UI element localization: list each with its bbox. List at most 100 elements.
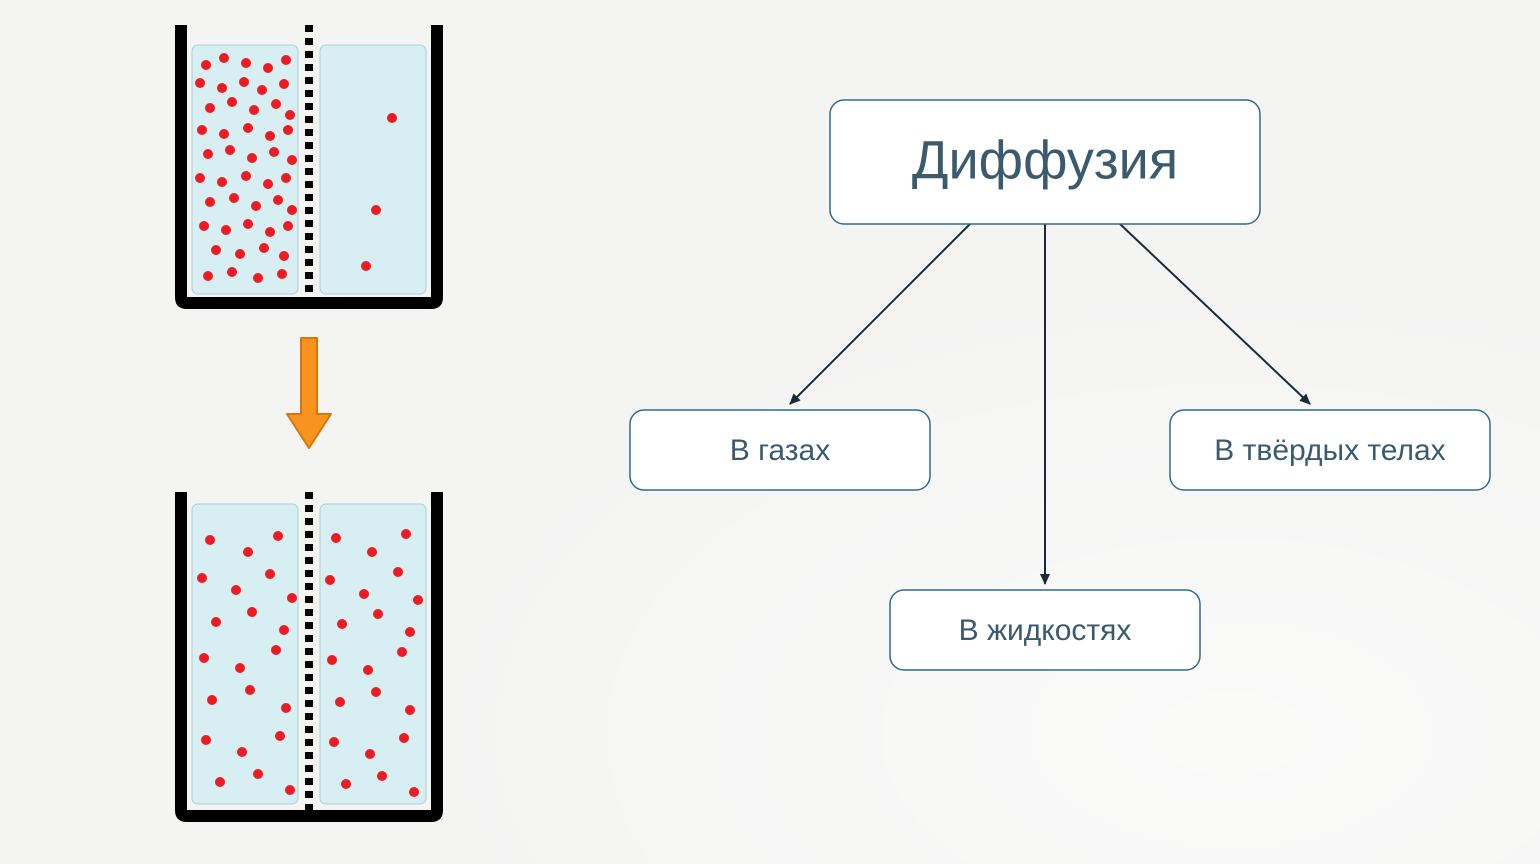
beaker-after-particle: [287, 593, 297, 603]
beaker-before-membrane-dash: [305, 207, 313, 214]
beaker-before-membrane-dash: [305, 233, 313, 240]
beaker-after-membrane-dash: [305, 544, 313, 551]
beaker-after-membrane-dash: [305, 674, 313, 681]
beaker-before-particle: [269, 147, 279, 157]
beaker-after-membrane-dash: [305, 804, 313, 811]
beaker-after-membrane-dash: [305, 518, 313, 525]
beaker-before-particle: [239, 77, 249, 87]
beaker-after-particle: [337, 619, 347, 629]
beaker-after-membrane-dash: [305, 609, 313, 616]
beaker-before-membrane-dash: [305, 220, 313, 227]
beaker-after-membrane-dash: [305, 505, 313, 512]
beaker-before-particle: [221, 225, 231, 235]
beaker-after-membrane-dash: [305, 622, 313, 629]
beaker-before-particle: [247, 153, 257, 163]
beaker-before-particle: [219, 53, 229, 63]
beaker-before-membrane-dash: [305, 155, 313, 162]
beaker-after-particle: [273, 531, 283, 541]
tree-root-label: Диффузия: [912, 130, 1178, 190]
beaker-after-particle: [401, 529, 411, 539]
beaker-after-particle: [207, 695, 217, 705]
beaker-after-particle: [237, 747, 247, 757]
beaker-before-particle: [285, 110, 295, 120]
beaker-after-particle: [325, 575, 335, 585]
beaker-after-particle: [247, 607, 257, 617]
beaker-before-particle: [257, 85, 267, 95]
beaker-after-particle: [359, 589, 369, 599]
beaker-before-particle: [241, 58, 251, 68]
beaker-before-particle: [205, 197, 215, 207]
beaker-before-particle: [211, 245, 221, 255]
beaker-before-particle: [251, 201, 261, 211]
beaker-after-particle: [341, 779, 351, 789]
beaker-before-particle: [195, 78, 205, 88]
beaker-before-membrane-dash: [305, 64, 313, 71]
beaker-after-particle: [393, 567, 403, 577]
beaker-after-particle: [363, 665, 373, 675]
beaker-before-particle: [265, 131, 275, 141]
beaker-after-particle: [211, 617, 221, 627]
beaker-after-particle: [405, 705, 415, 715]
beaker-before-membrane-dash: [305, 246, 313, 253]
beaker-before-membrane-dash: [305, 142, 313, 149]
tree-child-2-label: В твёрдых телах: [1214, 434, 1445, 467]
beaker-before-particle: [241, 171, 251, 181]
beaker-before-particle: [273, 195, 283, 205]
beaker-after-membrane-dash: [305, 687, 313, 694]
beaker-after-particle: [331, 533, 341, 543]
beaker-after-membrane-dash: [305, 596, 313, 603]
beaker-after-membrane-dash: [305, 726, 313, 733]
beaker-before-membrane-dash: [305, 116, 313, 123]
beaker-after-membrane-dash: [305, 570, 313, 577]
beaker-after-membrane-dash: [305, 531, 313, 538]
beaker-after-membrane-dash: [305, 583, 313, 590]
beaker-after-membrane-dash: [305, 739, 313, 746]
beaker-before-membrane-dash: [305, 25, 313, 32]
beaker-before-particle: [287, 205, 297, 215]
beaker-before-membrane-dash: [305, 168, 313, 175]
beaker-after-particle: [335, 697, 345, 707]
beaker-before-particle: [277, 269, 287, 279]
beaker-before-particle: [287, 155, 297, 165]
beaker-after-particle: [215, 777, 225, 787]
beaker-after-particle: [243, 547, 253, 557]
beaker-before-particle: [259, 243, 269, 253]
beaker-after-membrane-dash: [305, 713, 313, 720]
beaker-after-particle: [197, 573, 207, 583]
beaker-after-membrane-dash: [305, 635, 313, 642]
beaker-after-particle: [253, 769, 263, 779]
beaker-before-particle: [361, 261, 371, 271]
beaker-after-particle: [371, 687, 381, 697]
beaker-after-membrane-dash: [305, 492, 313, 499]
beaker-after-particle: [231, 585, 241, 595]
beaker-before-particle: [217, 83, 227, 93]
beaker-before-particle: [387, 113, 397, 123]
beaker-after-membrane-dash: [305, 557, 313, 564]
beaker-before-particle: [271, 99, 281, 109]
beaker-after-membrane-dash: [305, 648, 313, 655]
beaker-before-particle: [279, 251, 289, 261]
beaker-before-particle: [225, 145, 235, 155]
beaker-after-particle: [413, 595, 423, 605]
beaker-after-particle: [265, 569, 275, 579]
beaker-after-particle: [409, 787, 419, 797]
tree-child-1-label: В жидкостях: [959, 614, 1132, 647]
beaker-before-particle: [281, 55, 291, 65]
beaker-after-particle: [199, 653, 209, 663]
beaker-before-particle: [229, 193, 239, 203]
beaker-before-membrane-dash: [305, 103, 313, 110]
beaker-after-particle: [397, 647, 407, 657]
beaker-before-particle: [197, 125, 207, 135]
beaker-after-particle: [285, 785, 295, 795]
beaker-before-particle: [263, 63, 273, 73]
beaker-before-membrane-dash: [305, 285, 313, 292]
beaker-before-membrane-dash: [305, 51, 313, 58]
beaker-before-particle: [279, 79, 289, 89]
beaker-after-membrane-dash: [305, 752, 313, 759]
beaker-before-particle: [199, 221, 209, 231]
tree-child-0-label: В газах: [730, 434, 830, 467]
beaker-before-particle: [249, 105, 259, 115]
beaker-after-particle: [405, 627, 415, 637]
beaker-after-particle: [205, 535, 215, 545]
beaker-before-particle: [235, 249, 245, 259]
